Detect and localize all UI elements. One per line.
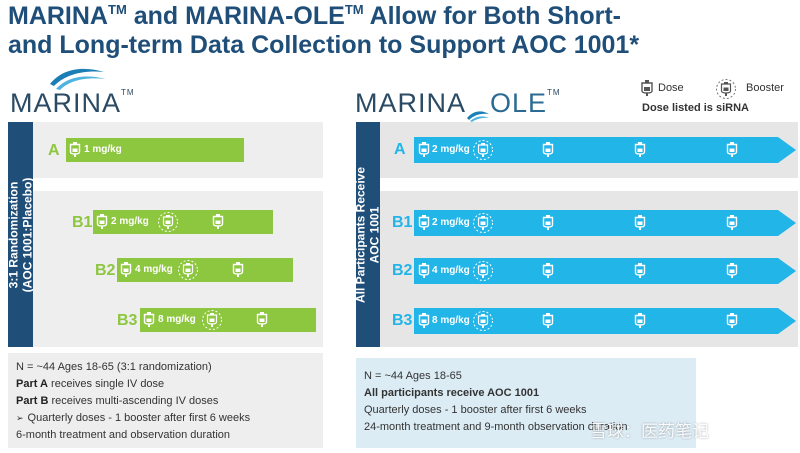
legend-dose-icon: [640, 80, 654, 101]
wave-icon: [466, 98, 490, 122]
left-info-quarterly: ➢ Quarterly doses - 1 booster after first…: [16, 412, 251, 424]
left-arm-dose: 2 mg/kg: [111, 216, 149, 227]
marina-ole-logo: MARINA OLETM: [355, 88, 561, 122]
right-arm-dose: 2 mg/kg: [432, 144, 470, 155]
right-arm-dose: 2 mg/kg: [432, 217, 470, 228]
dose-icon: [726, 215, 738, 235]
booster-icon: [157, 211, 179, 238]
left-arm-bar: 2 mg/kg: [93, 210, 273, 234]
right-arm-label: B3: [392, 312, 413, 329]
dose-icon: [212, 214, 224, 234]
dose-icon: [634, 263, 646, 283]
dose-icon: [418, 142, 430, 162]
dose-icon: [418, 313, 430, 333]
left-sidebar-text: 3:1 Randomization (AOC 1001:Placebo): [6, 177, 35, 293]
left-arm-bar: 4 mg/kg: [117, 258, 293, 282]
dose-icon: [69, 142, 81, 162]
booster-icon: [472, 310, 494, 337]
left-info-part-b: Part B receives multi-ascending IV doses: [16, 395, 219, 407]
booster-icon: [177, 259, 199, 286]
right-arm-dose: 8 mg/kg: [432, 315, 470, 326]
left-info-part-a: Part A receives single IV dose: [16, 378, 165, 390]
marina-wave-logo: [48, 62, 108, 92]
dose-icon: [418, 263, 430, 283]
right-arm-label: B1: [392, 214, 413, 231]
dose-icon: [120, 262, 132, 282]
dose-icon: [542, 142, 554, 162]
legend-dose-label: Dose: [658, 82, 684, 94]
right-arm-arrow: 4 mg/kg: [414, 258, 796, 284]
legend-booster-label: Booster: [746, 82, 784, 94]
dose-icon: [726, 263, 738, 283]
booster-icon: [472, 139, 494, 166]
dose-icon: [143, 312, 155, 332]
dose-icon: [256, 312, 268, 332]
left-info-duration: 6-month treatment and observation durati…: [16, 429, 231, 441]
dose-icon: [542, 263, 554, 283]
right-sidebar: [356, 122, 380, 347]
dose-icon: [634, 142, 646, 162]
right-arm-label: A: [394, 141, 406, 158]
dose-icon: [634, 215, 646, 235]
right-arm-label: B2: [392, 262, 413, 279]
left-arm-label: A: [48, 142, 60, 159]
left-info-box: N = ~44 Ages 18-65 (3:1 randomization) P…: [8, 353, 323, 448]
dose-icon: [96, 214, 108, 234]
left-arm-label: B2: [95, 262, 116, 279]
dose-icon: [232, 262, 244, 282]
legend-note: Dose listed is siRNA: [642, 102, 749, 114]
right-sidebar-text: All Participants Receive AOC 1001: [353, 166, 382, 304]
dose-icon: [726, 142, 738, 162]
left-arm-dose: 8 mg/kg: [158, 314, 196, 325]
right-info-quarterly: Quarterly doses - 1 booster after first …: [364, 404, 587, 416]
right-info-enrollment: N = ~44 Ages 18-65: [364, 370, 462, 382]
booster-icon: [472, 260, 494, 287]
left-arm-bar: 8 mg/kg: [140, 308, 316, 332]
marina-logo: MARINATM: [10, 88, 135, 118]
page-title: MARINATM and MARINA-OLETM Allow for Both…: [8, 2, 640, 59]
left-arm-label: B1: [72, 214, 93, 231]
right-arm-dose: 4 mg/kg: [432, 265, 470, 276]
dose-icon: [418, 215, 430, 235]
left-info-enrollment: N = ~44 Ages 18-65 (3:1 randomization): [16, 361, 212, 373]
right-arm-arrow: 2 mg/kg: [414, 137, 796, 163]
left-arm-dose: 1 mg/kg: [84, 144, 122, 155]
left-arm-bar: 1 mg/kg: [66, 138, 244, 162]
dose-icon: [542, 313, 554, 333]
legend-booster-icon: [715, 78, 737, 105]
right-arm-arrow: 8 mg/kg: [414, 308, 796, 334]
booster-icon: [201, 309, 223, 336]
dose-icon: [634, 313, 646, 333]
left-arm-dose: 4 mg/kg: [135, 264, 173, 275]
right-info-duration: 24-month treatment and 9-month observati…: [364, 421, 628, 433]
dose-icon: [726, 313, 738, 333]
right-info-box: N = ~44 Ages 18-65 All participants rece…: [356, 358, 696, 448]
booster-icon: [472, 212, 494, 239]
right-info-all-receive: All participants receive AOC 1001: [364, 387, 540, 399]
left-sidebar: [8, 122, 33, 347]
dose-icon: [542, 215, 554, 235]
right-arm-arrow: 2 mg/kg: [414, 210, 796, 236]
watermark: 雪球：医药笔记: [590, 422, 709, 442]
left-arm-label: B3: [117, 312, 138, 329]
